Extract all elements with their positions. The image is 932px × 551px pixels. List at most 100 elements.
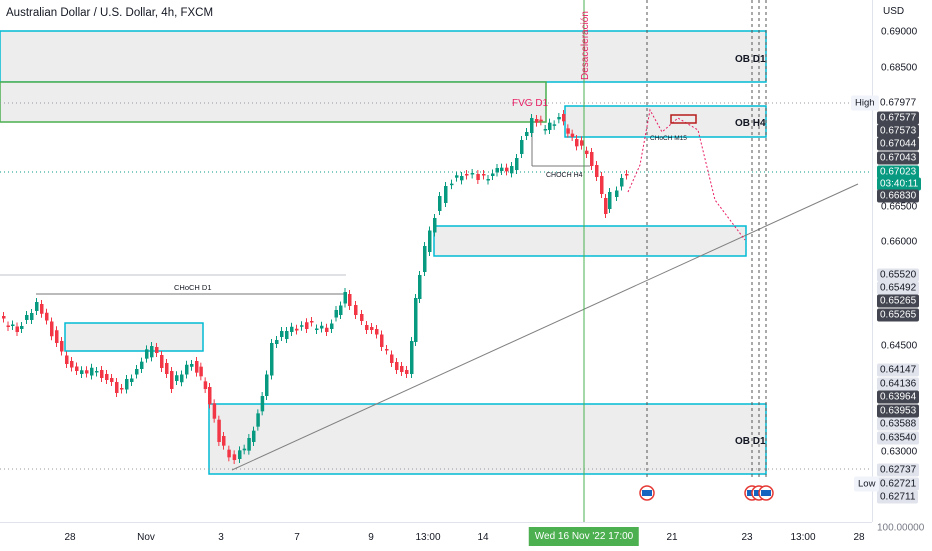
- candle: [470, 173, 475, 175]
- candle: [100, 370, 104, 378]
- candle: [140, 361, 144, 369]
- price-badge: 0.64147: [877, 363, 920, 377]
- candle: [465, 174, 469, 176]
- price-badge: 0.65520: [877, 268, 920, 282]
- candle: [70, 361, 74, 368]
- choch-m15-label: CHoCH M15: [650, 135, 687, 142]
- candle: [270, 343, 274, 376]
- candle: [385, 349, 389, 351]
- target-box[interactable]: [670, 114, 697, 124]
- candle: [165, 363, 169, 374]
- candle: [285, 331, 289, 339]
- candle: [195, 361, 199, 373]
- candle: [15, 326, 19, 332]
- ob-d1-bottom-label: OB D1: [735, 436, 766, 447]
- candle: [400, 366, 404, 372]
- candle: [11, 324, 15, 326]
- candle: [105, 374, 109, 380]
- candle: [50, 321, 54, 337]
- candle: [575, 139, 579, 147]
- candle: [265, 374, 269, 396]
- candle: [290, 326, 294, 332]
- candle: [90, 367, 94, 376]
- time-tick: 3: [218, 532, 224, 543]
- time-axis[interactable]: 28 Nov 3 7 9 13:00 14 21 23 13:00 28 Wed…: [0, 522, 872, 551]
- candle: [275, 340, 279, 344]
- time-tick: 13:00: [790, 532, 816, 543]
- price-badge: 0.67043: [877, 151, 920, 165]
- candle: [615, 190, 619, 197]
- candle: [110, 378, 114, 382]
- candle: [486, 179, 490, 181]
- price-badge: 0.67044: [877, 137, 920, 151]
- time-tick: 23: [741, 532, 753, 543]
- current-time-badge: Wed 16 Nov '22 17:00: [528, 527, 640, 546]
- green-fvg-zone[interactable]: [0, 81, 547, 123]
- demand-zone-mid[interactable]: [433, 225, 747, 257]
- candle: [491, 173, 495, 176]
- price-tick: 0.66000: [881, 236, 918, 248]
- time-tick: 7: [294, 532, 300, 543]
- price-tick: 0.66500: [881, 201, 918, 213]
- candle: [505, 167, 509, 172]
- candle: [115, 382, 119, 393]
- candle: [280, 331, 284, 337]
- price-badge: 0.63964: [877, 390, 920, 404]
- candle: [428, 230, 432, 252]
- choch-d1-label: CHoCH D1: [174, 283, 212, 292]
- candle: [450, 183, 454, 186]
- price-tick-partial: 100.00000: [877, 522, 925, 534]
- price-badge: 0.65265: [877, 308, 920, 322]
- price-axis[interactable]: USD 0.69000 0.68500 0.66500 0.66000 0.64…: [872, 0, 932, 534]
- candle: [552, 124, 557, 126]
- ob-h4-zone[interactable]: [564, 105, 767, 138]
- price-tick: 0.68500: [881, 62, 918, 74]
- ob-h4-label: OB H4: [735, 118, 766, 129]
- choch-h4-label: CHOCH H4: [546, 172, 583, 179]
- candle: [55, 330, 59, 343]
- time-tick: 28: [64, 532, 76, 543]
- event-flag-icon[interactable]: [639, 485, 655, 501]
- candle: [222, 436, 226, 446]
- candle: [238, 450, 242, 459]
- time-tick: 28: [853, 532, 865, 543]
- candle: [252, 430, 256, 442]
- candle: [25, 315, 29, 320]
- high-tag: High: [851, 95, 879, 111]
- candle: [625, 174, 629, 176]
- candle: [515, 158, 519, 170]
- candle: [433, 218, 437, 233]
- candle: [585, 150, 589, 154]
- candle: [256, 413, 260, 427]
- low-tag: Low: [854, 476, 880, 492]
- ob-d1-bottom-zone[interactable]: [208, 403, 767, 475]
- candle: [620, 178, 624, 187]
- candle: [212, 403, 217, 419]
- candle: [334, 310, 338, 318]
- chart-title: Australian Dollar / U.S. Dollar, 4h, FXC…: [6, 7, 214, 19]
- price-badge: 0.65492: [877, 281, 920, 295]
- candle: [354, 305, 358, 315]
- price-badge: 0.64136: [877, 377, 920, 391]
- candle: [325, 327, 329, 332]
- chart-area[interactable]: OB D1 OB H4 OB D1 FVG D1 CHoCH D1 CHOCH …: [0, 0, 872, 522]
- candle: [590, 152, 594, 166]
- trendline[interactable]: [231, 183, 859, 471]
- candle: [476, 174, 480, 180]
- candle: [595, 165, 599, 177]
- candle: [310, 321, 314, 323]
- price-badge: 0.65265: [877, 294, 920, 308]
- candle: [35, 302, 39, 311]
- price-badge: 0.67573: [877, 124, 920, 138]
- ob-d1-top-zone[interactable]: [0, 30, 767, 83]
- candle: [2, 316, 6, 319]
- event-flag-icon-4[interactable]: [758, 485, 774, 501]
- candle: [208, 387, 212, 405]
- ob-left-zone[interactable]: [64, 322, 204, 352]
- candle: [120, 388, 124, 390]
- price-tick: 0.64500: [881, 340, 918, 352]
- candle: [247, 438, 251, 451]
- candle: [348, 294, 352, 306]
- chart-canvas[interactable]: OB D1 OB H4 OB D1 FVG D1 CHoCH D1 CHOCH …: [0, 0, 872, 522]
- candle: [60, 341, 64, 352]
